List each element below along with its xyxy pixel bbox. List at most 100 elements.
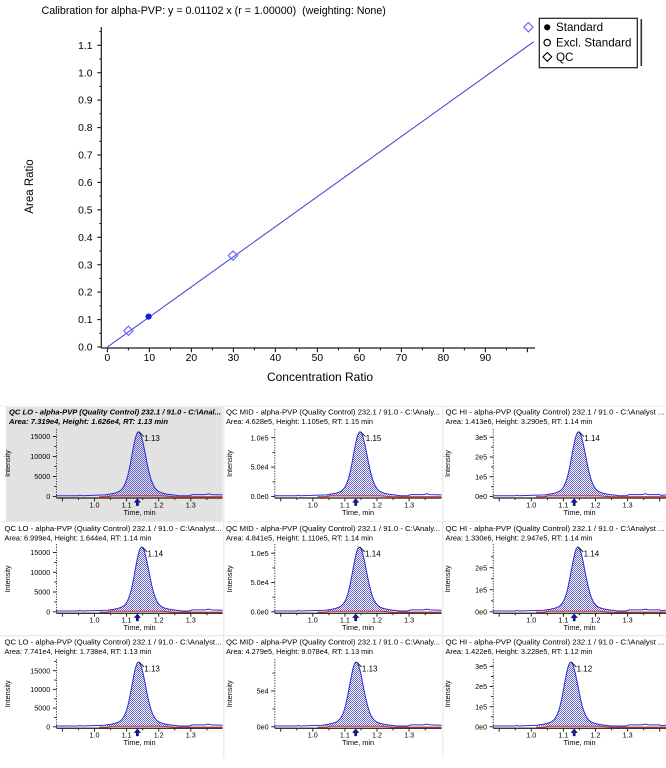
svg-text:QC HI - alpha-PVP (Quality Con: QC HI - alpha-PVP (Quality Control) 232.… — [446, 524, 665, 533]
svg-text:1.3: 1.3 — [186, 731, 196, 740]
svg-text:1.0: 1.0 — [308, 731, 318, 740]
svg-text:QC HI - alpha-PVP (Quality Con: QC HI - alpha-PVP (Quality Control) 232.… — [446, 408, 665, 417]
svg-text:10: 10 — [144, 353, 156, 364]
svg-text:Intensity: Intensity — [443, 680, 452, 707]
svg-text:1.1: 1.1 — [122, 616, 132, 625]
svg-text:30: 30 — [228, 353, 240, 364]
svg-text:1.14: 1.14 — [148, 549, 164, 558]
svg-text:1.0: 1.0 — [90, 731, 100, 740]
svg-text:0: 0 — [105, 353, 111, 364]
svg-text:1.0: 1.0 — [308, 616, 318, 625]
svg-text:1.3: 1.3 — [186, 616, 196, 625]
svg-text:1.13: 1.13 — [144, 434, 160, 443]
svg-text:50: 50 — [312, 353, 324, 364]
svg-text:1.3: 1.3 — [623, 731, 633, 740]
svg-text:Area: 1.330e6, Height: 2.947e5: Area: 1.330e6, Height: 2.947e5, RT: 1.14… — [446, 533, 593, 542]
svg-text:1.2: 1.2 — [154, 731, 164, 740]
svg-text:0.1: 0.1 — [78, 315, 93, 326]
svg-text:QC MID - alpha-PVP (Quality Co: QC MID - alpha-PVP (Quality Control) 232… — [226, 638, 440, 647]
svg-text:0.4: 0.4 — [78, 233, 93, 244]
svg-text:Excl. Standard: Excl. Standard — [556, 37, 631, 50]
svg-text:QC LO - alpha-PVP (Quality Con: QC LO - alpha-PVP (Quality Control) 232.… — [5, 524, 222, 533]
svg-text:Area: 7.319e4, Height: 1.626e4: Area: 7.319e4, Height: 1.626e4, RT: 1.13… — [8, 417, 168, 426]
svg-text:2e5: 2e5 — [475, 453, 487, 462]
svg-text:1.0e5: 1.0e5 — [251, 433, 269, 442]
svg-text:QC LO - alpha-PVP (Quality Con: QC LO - alpha-PVP (Quality Control) 232.… — [9, 408, 221, 417]
svg-text:80: 80 — [438, 353, 450, 364]
svg-text:1.3: 1.3 — [623, 616, 633, 625]
svg-text:1.1: 1.1 — [122, 731, 132, 740]
svg-text:1e5: 1e5 — [475, 472, 487, 481]
svg-text:1.14: 1.14 — [584, 549, 600, 558]
svg-text:0e0: 0e0 — [257, 722, 269, 731]
svg-text:1.3: 1.3 — [404, 500, 414, 509]
svg-text:15000: 15000 — [30, 666, 50, 675]
svg-text:1.1: 1.1 — [340, 731, 350, 740]
svg-text:5000: 5000 — [34, 588, 50, 597]
svg-text:0e0: 0e0 — [475, 722, 487, 731]
svg-text:QC MID - alpha-PVP (Quality Co: QC MID - alpha-PVP (Quality Control) 232… — [226, 408, 440, 417]
svg-text:1.12: 1.12 — [577, 664, 593, 673]
svg-text:2e5: 2e5 — [475, 563, 487, 572]
svg-text:1.0: 1.0 — [526, 500, 536, 509]
svg-text:Time, min: Time, min — [342, 738, 374, 747]
svg-text:5.0e4: 5.0e4 — [251, 463, 269, 472]
svg-text:1.1: 1.1 — [558, 616, 568, 625]
svg-text:Intensity: Intensity — [225, 565, 234, 592]
svg-text:Time, min: Time, min — [342, 623, 374, 632]
svg-text:1.3: 1.3 — [404, 616, 414, 625]
svg-text:1.2: 1.2 — [154, 616, 164, 625]
svg-text:Area: 4.841e5, Height: 1.110e5: Area: 4.841e5, Height: 1.110e5, RT: 1.14… — [226, 533, 373, 542]
svg-text:0.9: 0.9 — [78, 96, 93, 107]
svg-text:QC HI - alpha-PVP (Quality Con: QC HI - alpha-PVP (Quality Control) 232.… — [446, 638, 665, 647]
svg-text:Time, min: Time, min — [564, 508, 596, 517]
svg-text:1.2: 1.2 — [591, 731, 601, 740]
svg-text:QC MID - alpha-PVP (Quality Co: QC MID - alpha-PVP (Quality Control) 232… — [226, 524, 440, 533]
svg-text:0.0: 0.0 — [78, 343, 93, 354]
svg-text:Intensity: Intensity — [3, 450, 12, 477]
svg-text:10000: 10000 — [30, 685, 50, 694]
svg-text:1.2: 1.2 — [372, 731, 382, 740]
svg-text:1.0: 1.0 — [78, 68, 93, 79]
svg-text:0.0e0: 0.0e0 — [251, 607, 269, 616]
svg-text:Standard: Standard — [556, 21, 603, 34]
svg-text:1.0: 1.0 — [526, 616, 536, 625]
svg-text:1.3: 1.3 — [186, 500, 196, 509]
svg-text:Area: 1.413e6, Height: 3.290e5: Area: 1.413e6, Height: 3.290e5, RT: 1.14… — [446, 417, 593, 426]
svg-text:1.14: 1.14 — [365, 549, 381, 558]
svg-text:10000: 10000 — [30, 568, 50, 577]
svg-text:1.1: 1.1 — [340, 500, 350, 509]
svg-text:Time, min: Time, min — [564, 738, 596, 747]
svg-text:15000: 15000 — [30, 432, 50, 441]
svg-text:Intensity: Intensity — [225, 680, 234, 707]
svg-text:15000: 15000 — [30, 548, 50, 557]
svg-text:1e5: 1e5 — [475, 585, 487, 594]
svg-text:3e5: 3e5 — [475, 662, 487, 671]
svg-text:Time, min: Time, min — [564, 623, 596, 632]
svg-text:1.2: 1.2 — [372, 500, 382, 509]
svg-text:Intensity: Intensity — [443, 565, 452, 592]
svg-text:1.0e5: 1.0e5 — [251, 549, 269, 558]
svg-text:1.3: 1.3 — [404, 731, 414, 740]
svg-text:1.2: 1.2 — [591, 616, 601, 625]
svg-text:90: 90 — [480, 353, 492, 364]
svg-text:QC LO - alpha-PVP (Quality Con: QC LO - alpha-PVP (Quality Control) 232.… — [5, 638, 222, 647]
svg-text:Time, min: Time, min — [124, 623, 156, 632]
svg-text:0.8: 0.8 — [78, 123, 93, 134]
svg-text:1.3: 1.3 — [623, 500, 633, 509]
svg-text:60: 60 — [354, 353, 366, 364]
svg-text:1.2: 1.2 — [154, 500, 164, 509]
svg-text:0.6: 0.6 — [78, 178, 93, 189]
svg-text:0.0e0: 0.0e0 — [251, 492, 269, 501]
svg-text:1.13: 1.13 — [144, 664, 160, 673]
svg-text:Area: 1.422e6, Height: 3.228e5: Area: 1.422e6, Height: 3.228e5, RT: 1.12… — [446, 647, 593, 656]
svg-text:2e5: 2e5 — [475, 682, 487, 691]
svg-text:5.0e4: 5.0e4 — [251, 578, 269, 587]
svg-text:0: 0 — [46, 607, 50, 616]
svg-text:1.0: 1.0 — [90, 500, 100, 509]
svg-text:Intensity: Intensity — [225, 450, 234, 477]
svg-text:20: 20 — [186, 353, 198, 364]
svg-text:5000: 5000 — [34, 472, 50, 481]
svg-text:1.1: 1.1 — [340, 616, 350, 625]
svg-text:0e0: 0e0 — [475, 492, 487, 501]
